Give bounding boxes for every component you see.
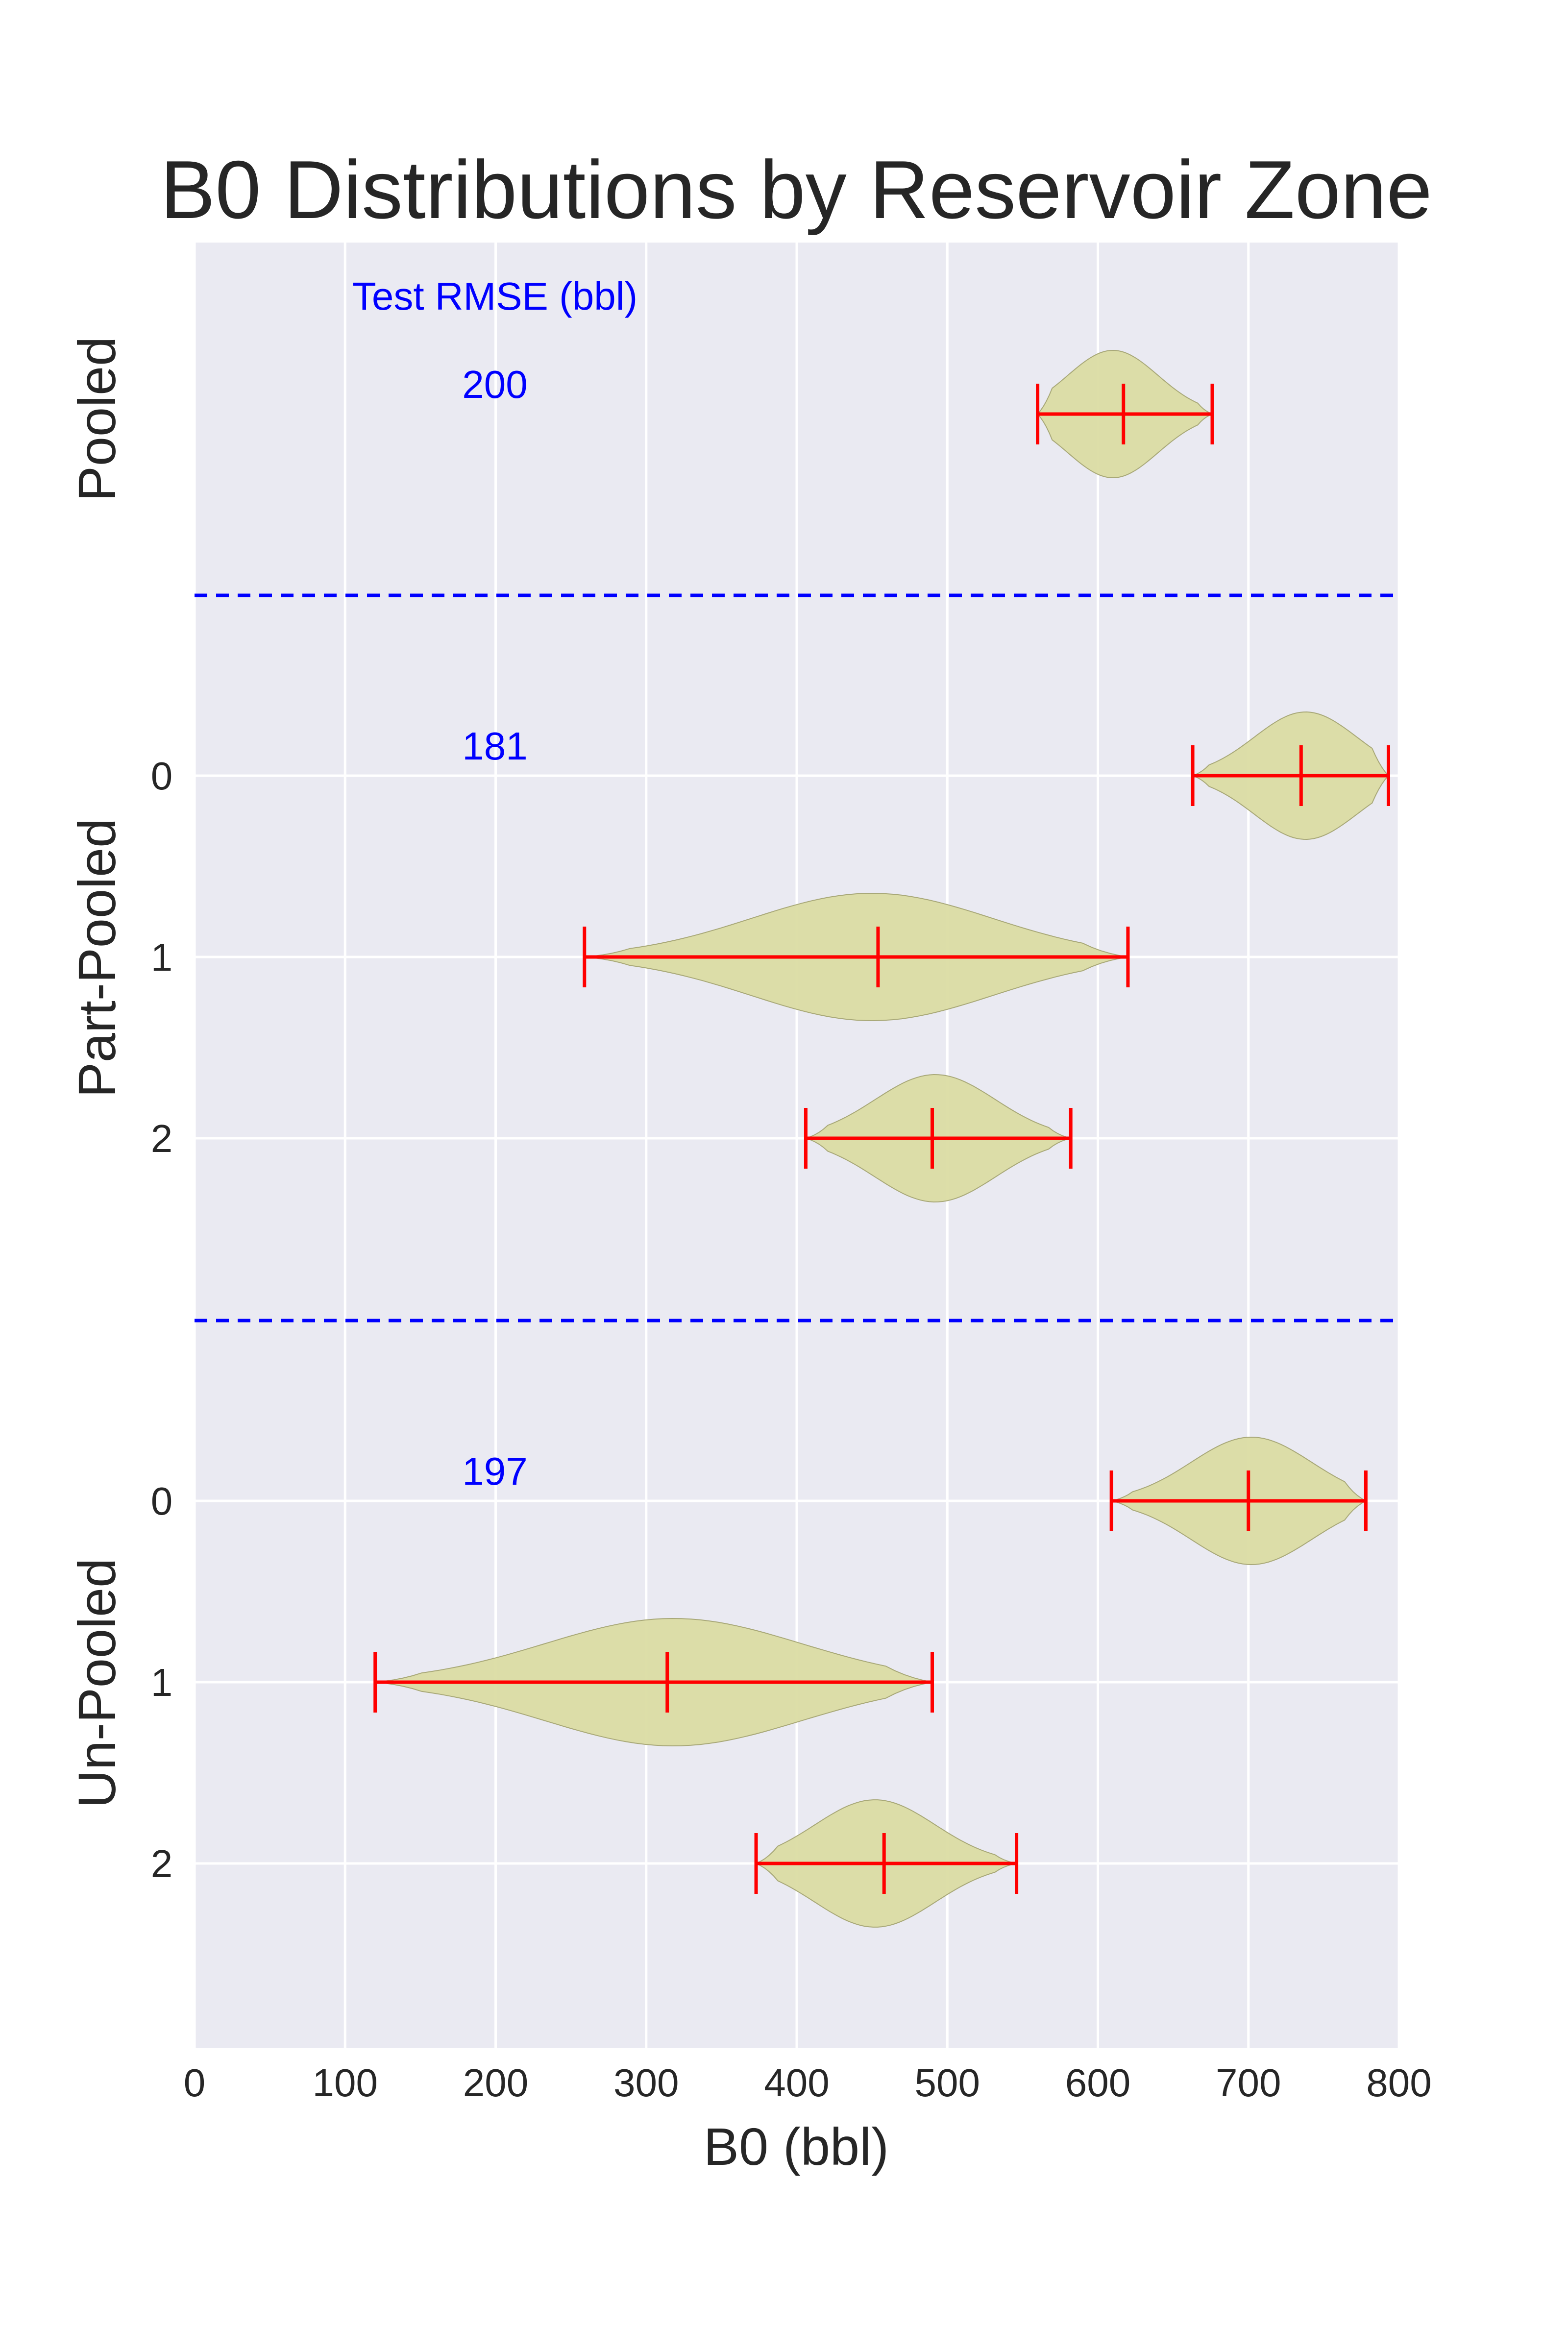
panel-un-pooled: Un-Pooled 197 0 1 2 (67, 1321, 1400, 2048)
rmse-value-label: 200 (462, 363, 527, 406)
rmse-value-label: 181 (462, 724, 527, 768)
x-tick-label: 0 (184, 2061, 206, 2105)
x-tick-label: 100 (313, 2061, 378, 2105)
panel-name-label: Pooled (67, 337, 126, 501)
panel-name-label: Un-Pooled (67, 1558, 126, 1808)
x-tick-label: 500 (915, 2061, 980, 2105)
chart-title: B0 Distributions by Reservoir Zone (160, 144, 1432, 236)
x-axis-label: B0 (bbl) (704, 2117, 889, 2176)
category-tick-label: 1 (151, 1661, 173, 1704)
category-tick-label: 2 (151, 1842, 173, 1886)
rmse-value-label: 197 (462, 1449, 527, 1493)
x-tick-label: 600 (1065, 2061, 1130, 2105)
rmse-header-label: Test RMSE (bbl) (352, 274, 637, 318)
category-tick-label: 1 (151, 935, 173, 979)
x-tick-label: 300 (613, 2061, 679, 2105)
panel-pooled: Pooled Test RMSE (bbl) 200 (67, 243, 1400, 595)
x-tick-label: 700 (1216, 2061, 1281, 2105)
category-tick-label: 2 (151, 1117, 173, 1160)
panel-part-pooled: Part-Pooled 181 0 1 2 (67, 595, 1400, 1321)
x-tick-label: 400 (764, 2061, 829, 2105)
panel-name-label: Part-Pooled (67, 818, 126, 1098)
x-tick-label: 200 (463, 2061, 528, 2105)
x-tick-label: 800 (1366, 2061, 1431, 2105)
category-tick-label: 0 (151, 1479, 173, 1523)
category-tick-label: 0 (151, 754, 173, 798)
